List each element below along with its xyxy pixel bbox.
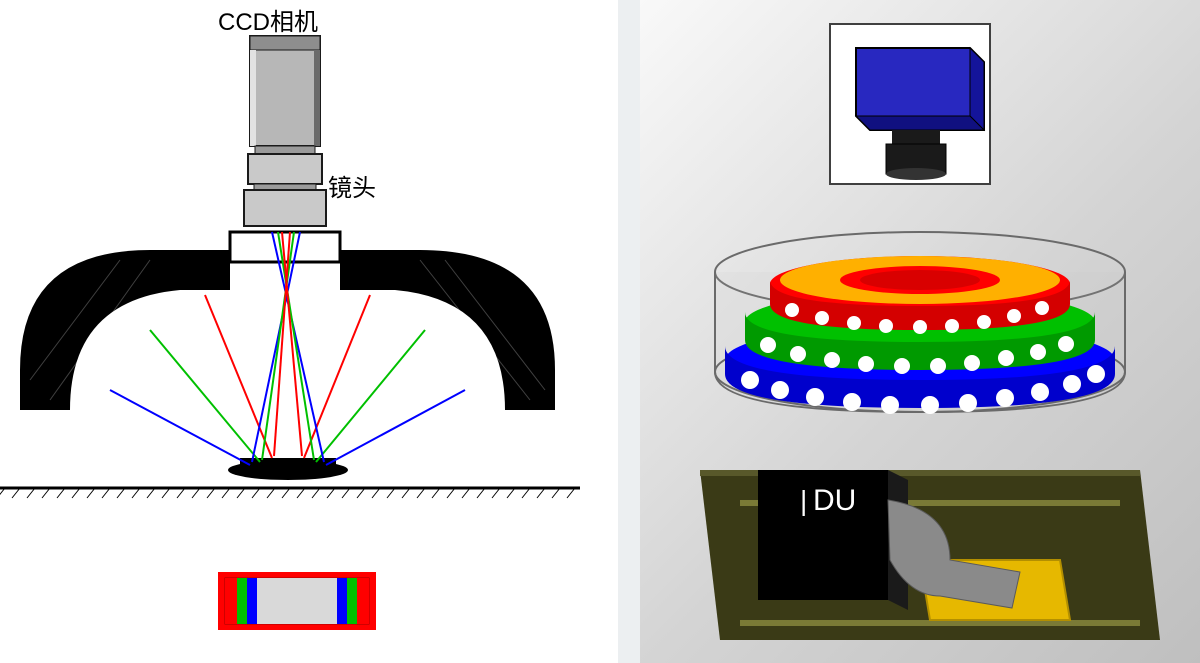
lens-label: 镜头 — [328, 168, 376, 203]
camera-3d — [830, 24, 990, 184]
panel-gap — [618, 0, 640, 663]
result-color-bar — [218, 572, 376, 630]
ring-red — [770, 256, 1070, 330]
figure-root: CCD相机 镜头 — [0, 0, 1200, 663]
ground-line — [0, 488, 580, 500]
right-panel: | DU — [640, 0, 1200, 663]
left-diagram — [0, 0, 618, 663]
pcb-sample: | DU — [700, 470, 1160, 640]
chip-label: | — [800, 485, 807, 516]
left-panel: CCD相机 镜头 — [0, 0, 618, 663]
ring-light — [715, 232, 1125, 414]
right-diagram: | DU — [640, 0, 1200, 663]
camera-lens — [244, 146, 326, 226]
camera-body — [250, 36, 320, 146]
sample-object — [228, 458, 348, 480]
ccd-camera-label: CCD相机 — [218, 2, 318, 37]
chip-text: DU — [813, 484, 856, 517]
